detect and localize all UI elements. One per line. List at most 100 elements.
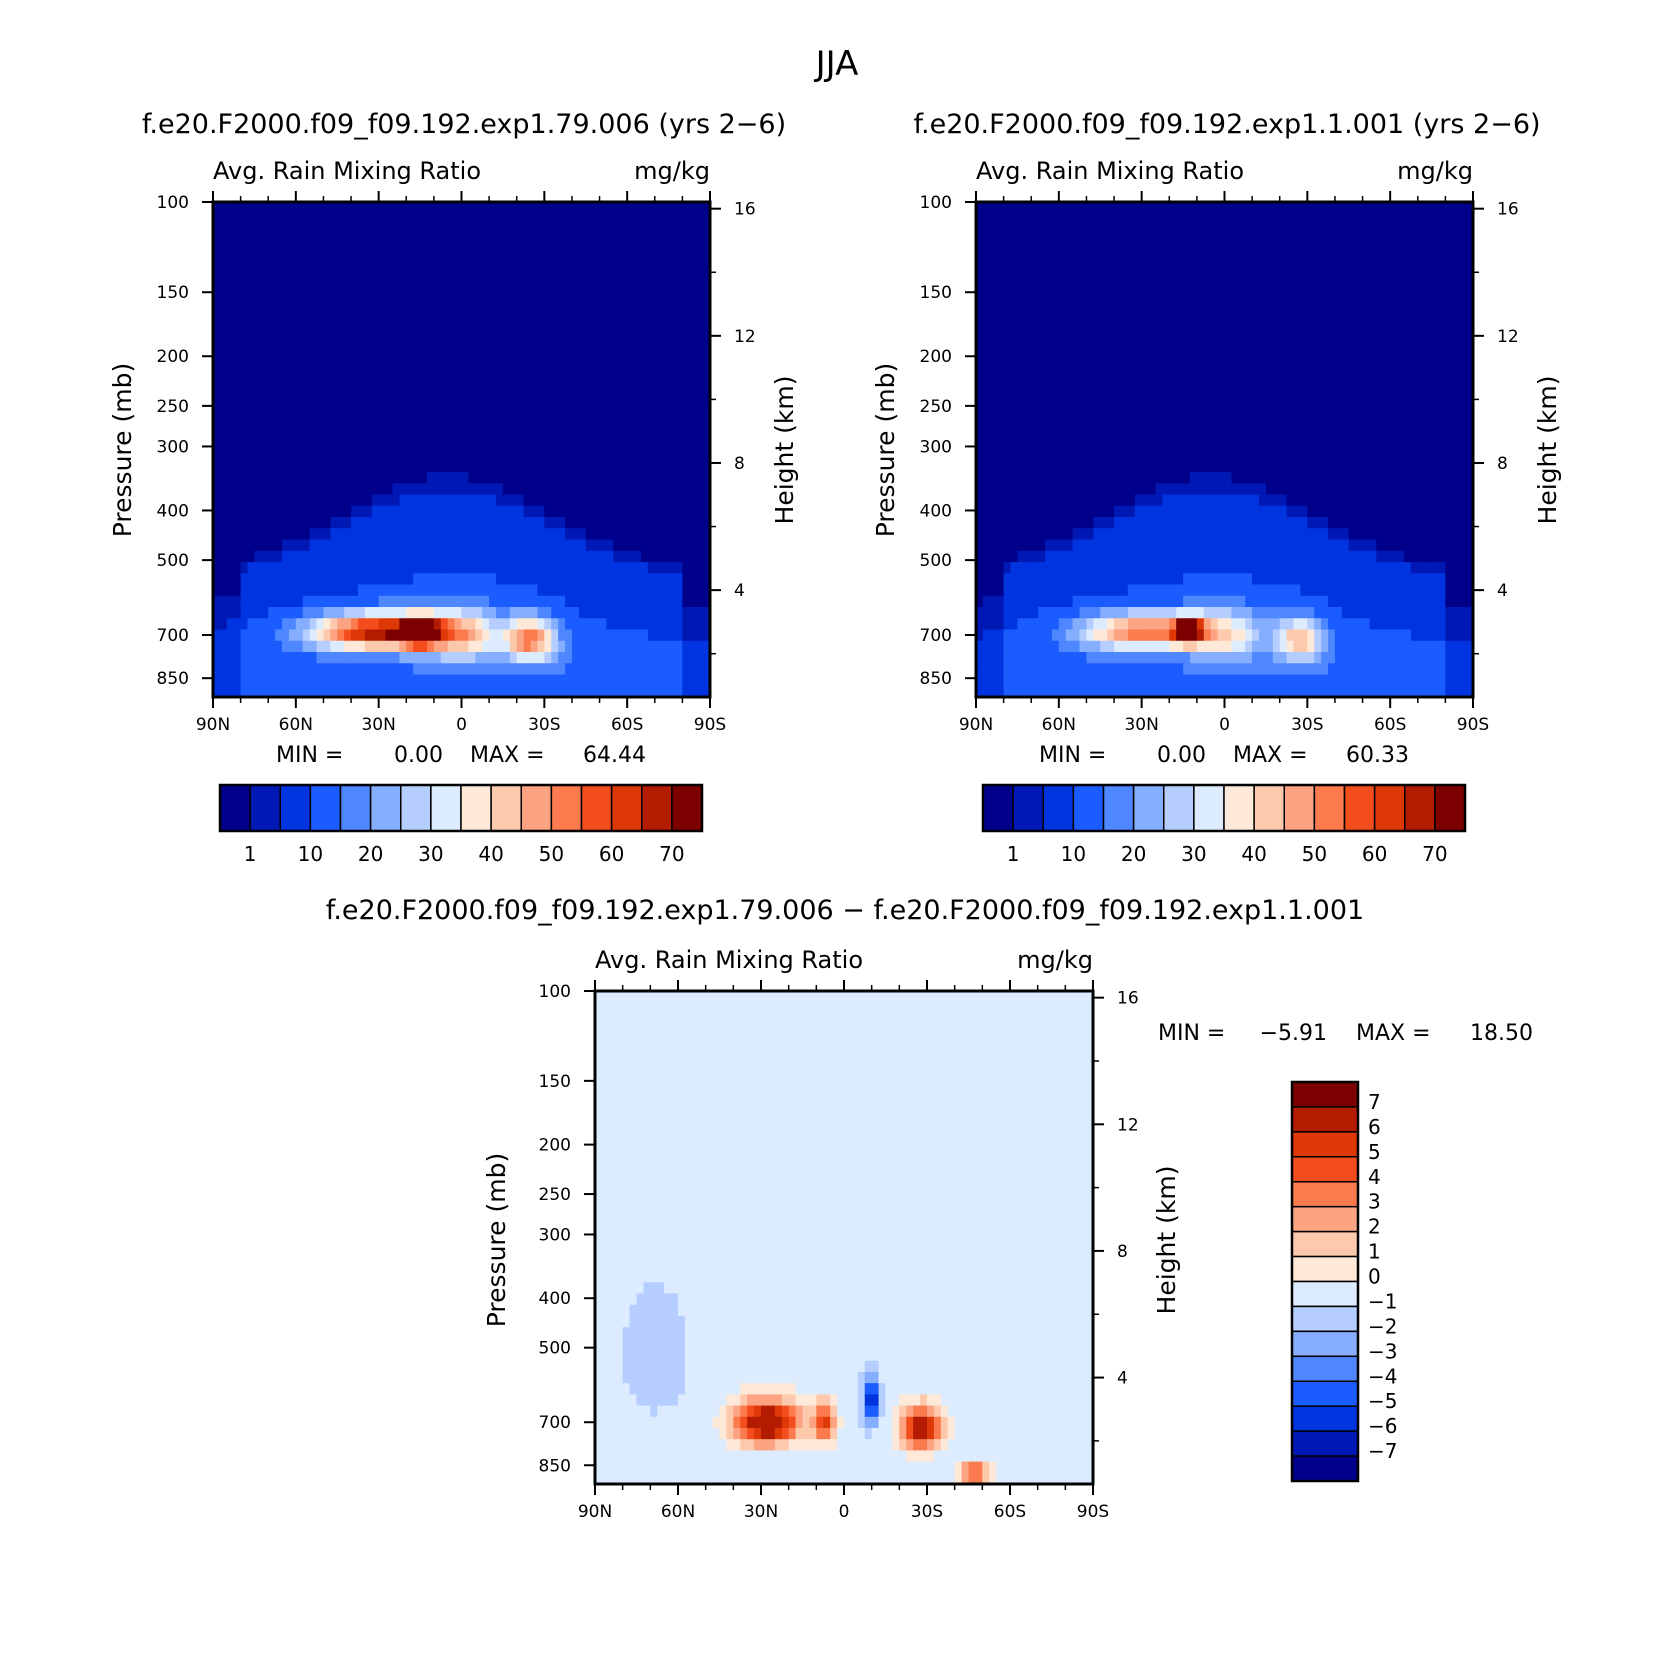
field-cell	[1238, 573, 1246, 586]
field-cell	[426, 235, 435, 248]
field-cell	[1086, 618, 1094, 631]
field-cell	[254, 595, 262, 608]
field-cell	[1189, 438, 1198, 451]
field-cell	[1086, 449, 1094, 462]
field-cell	[1183, 674, 1191, 687]
field-cell	[302, 415, 311, 428]
field-cell	[364, 370, 373, 383]
field-cell	[647, 348, 656, 361]
field-cell	[502, 427, 511, 439]
field-cell	[502, 449, 511, 462]
field-cell	[344, 494, 352, 507]
field-cell	[433, 269, 442, 282]
field-cell	[406, 528, 414, 541]
field-cell	[1162, 550, 1170, 563]
field-cell	[468, 438, 476, 451]
field-cell	[1231, 235, 1239, 248]
field-cell	[323, 427, 331, 439]
field-cell	[309, 573, 318, 586]
field-cell	[240, 607, 249, 619]
field-cell	[1120, 359, 1129, 372]
field-cell	[371, 595, 380, 608]
field-cell	[489, 224, 497, 237]
field-cell	[982, 573, 991, 586]
field-cell	[385, 280, 394, 293]
field-cell	[1141, 663, 1150, 676]
field-cell	[1093, 202, 1101, 214]
field-cell	[399, 213, 407, 226]
field-cell	[620, 382, 628, 394]
field-cell	[1079, 269, 1088, 282]
field-cell	[344, 517, 352, 529]
field-cell	[475, 663, 483, 676]
field-cell	[578, 202, 587, 214]
field-cell	[261, 224, 269, 237]
field-cell	[1051, 595, 1060, 608]
field-cell	[309, 247, 318, 259]
field-cell	[682, 460, 690, 473]
field-cell	[675, 359, 683, 372]
field-cell	[323, 348, 331, 361]
field-cell	[1045, 224, 1053, 237]
field-cell	[330, 202, 338, 214]
field-cell	[1210, 224, 1219, 237]
field-cell	[302, 325, 311, 338]
field-cell	[475, 303, 483, 316]
field-cell	[1031, 640, 1039, 653]
field-cell	[233, 494, 242, 507]
field-cell	[240, 494, 249, 507]
field-cell	[433, 247, 442, 259]
field-cell	[1017, 202, 1025, 214]
field-cell	[378, 663, 387, 676]
field-cell	[378, 595, 387, 608]
field-cell	[337, 618, 345, 631]
field-cell	[475, 517, 483, 529]
field-cell	[226, 494, 235, 507]
field-cell	[316, 472, 325, 484]
field-cell	[468, 449, 476, 462]
field-cell	[482, 573, 490, 586]
panel-1: f.e20.F2000.f09_f09.192.exp1.79.006 (yrs…	[108, 109, 799, 866]
field-cell	[599, 505, 608, 518]
field-cell	[661, 652, 670, 664]
field-cell	[330, 584, 338, 597]
field-cell	[1045, 415, 1053, 428]
field-cell	[1141, 337, 1150, 349]
field-cell	[254, 382, 262, 394]
field-cell	[268, 370, 276, 383]
field-cell	[1038, 314, 1046, 327]
field-cell	[1210, 472, 1219, 484]
field-cell	[661, 472, 670, 484]
field-cell	[364, 663, 373, 676]
field-cell	[433, 348, 442, 361]
field-cell	[295, 460, 304, 473]
field-cell	[1045, 269, 1053, 282]
field-cell	[454, 370, 463, 383]
field-cell	[647, 303, 656, 316]
field-cell	[1155, 629, 1163, 642]
field-cell	[426, 595, 435, 608]
field-cell	[509, 562, 518, 574]
field-cell	[703, 550, 711, 563]
field-cell	[344, 472, 352, 484]
field-cell	[226, 370, 235, 383]
field-cell	[1072, 348, 1081, 361]
field-cell	[440, 314, 449, 327]
field-cell	[654, 607, 663, 619]
field-cell	[1169, 618, 1177, 631]
field-cell	[385, 449, 394, 462]
field-cell	[1224, 427, 1232, 439]
field-cell	[551, 550, 559, 563]
field-cell	[337, 483, 345, 496]
field-cell	[606, 280, 614, 293]
field-cell	[261, 213, 269, 226]
field-cell	[275, 562, 283, 574]
field-cell	[330, 292, 338, 304]
field-cell	[1183, 213, 1191, 226]
field-cell	[275, 393, 283, 406]
field-cell	[454, 505, 463, 518]
field-cell	[1093, 370, 1101, 383]
field-cell	[502, 213, 511, 226]
field-cell	[1238, 202, 1246, 214]
field-cell	[578, 247, 587, 259]
